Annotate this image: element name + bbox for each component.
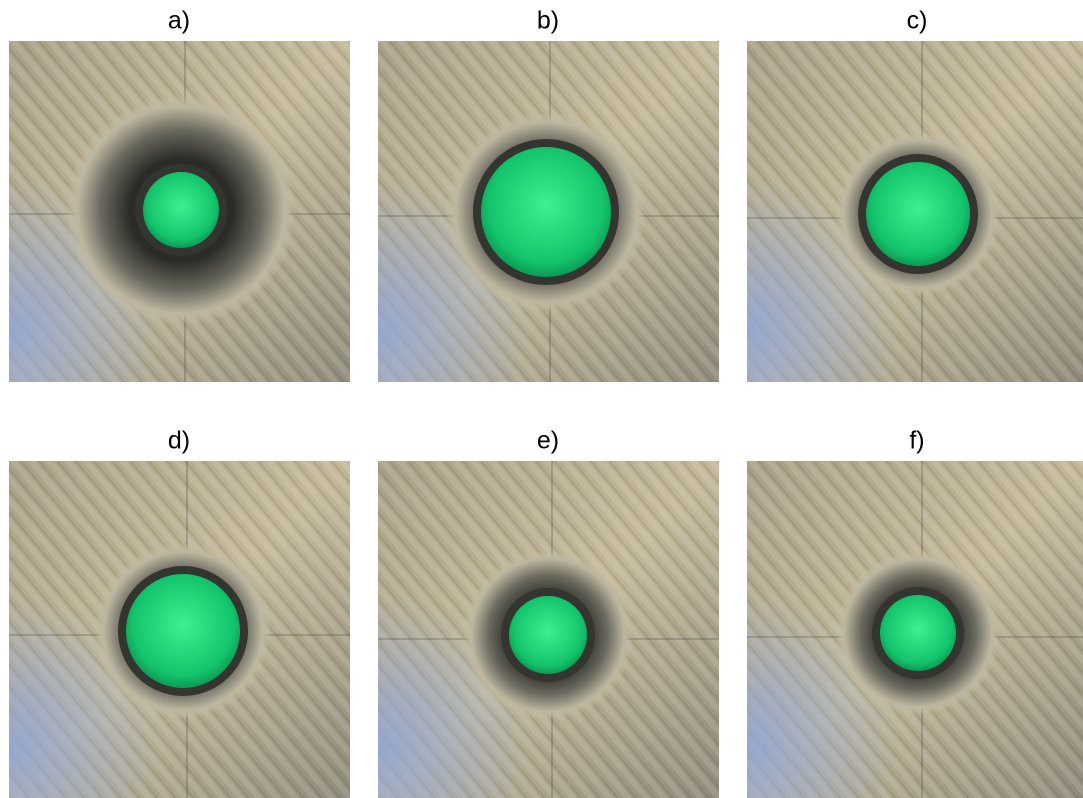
panel-image (378, 461, 719, 798)
panel-label: d) (168, 427, 190, 455)
panel-image (378, 41, 719, 382)
green-hole (126, 574, 240, 688)
green-hole (509, 596, 587, 674)
panel-label: b) (537, 7, 559, 35)
panel-image (9, 461, 350, 798)
green-hole (481, 147, 611, 277)
panel-image (747, 41, 1083, 382)
panel-label: e) (537, 427, 559, 455)
panel-image (747, 461, 1083, 798)
green-hole (880, 595, 956, 671)
panel-image (9, 41, 350, 382)
panel-label: f) (909, 427, 924, 455)
green-hole (866, 162, 970, 266)
page: a)b)c)d)e)f) (() => { const data = JSON.… (0, 0, 1083, 798)
figure: a) b) c) d) e) f) (0, 0, 1083, 798)
panel-label: a) (168, 7, 190, 35)
panel-label: c) (907, 7, 928, 35)
green-hole (143, 172, 219, 248)
